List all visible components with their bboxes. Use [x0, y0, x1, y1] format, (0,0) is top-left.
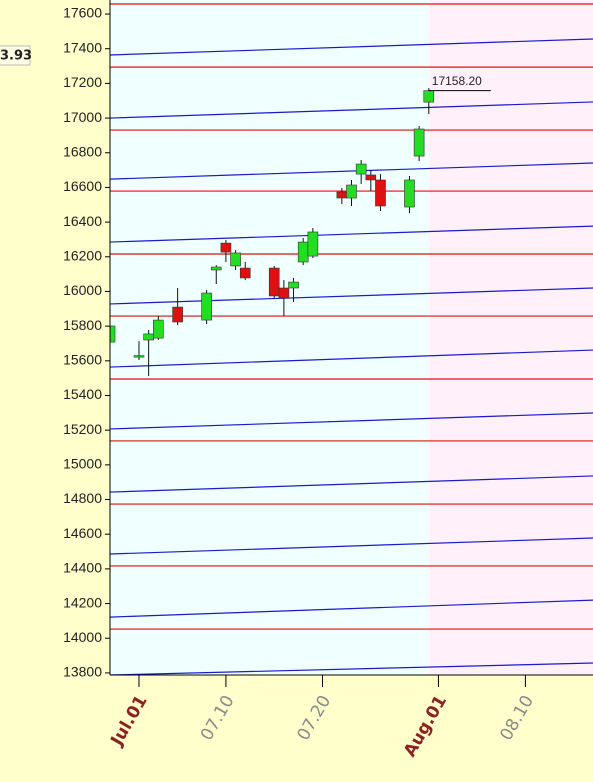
x-tick-label: Aug.01	[400, 692, 451, 760]
y-tick-label: 14200	[63, 594, 102, 610]
plot	[110, 3, 593, 675]
candle-body	[239, 267, 251, 279]
y-tick-label: 14600	[63, 525, 102, 541]
future-area	[428, 0, 593, 675]
candle-body	[110, 325, 116, 343]
candle-body	[133, 355, 145, 358]
y-tick-label: 15600	[63, 352, 102, 368]
candle-body	[220, 242, 232, 253]
last-price-label: 17158.20	[432, 74, 482, 88]
y-tick-label: 17200	[63, 74, 102, 90]
blue-trend	[110, 225, 593, 243]
candle-body	[297, 241, 309, 263]
candle-body	[307, 231, 319, 257]
blue-trend	[110, 162, 593, 180]
candle-body	[201, 292, 212, 321]
blue-trend	[110, 662, 593, 675]
candle-body	[210, 266, 222, 271]
candle-body	[268, 267, 280, 297]
y-tick-label: 17600	[63, 5, 102, 21]
blue-trend	[110, 349, 593, 368]
y-tick-label: 13800	[63, 664, 102, 680]
candle-body	[153, 319, 164, 339]
y-tick-label: 15000	[63, 456, 102, 472]
candle-body	[375, 179, 386, 207]
y-tick-label: 14000	[63, 629, 102, 645]
y-tick-label: 17400	[63, 39, 102, 55]
candle-body	[288, 281, 299, 289]
blue-trend	[110, 475, 593, 493]
candle-body	[346, 184, 357, 199]
y-tick-label: 14400	[63, 560, 102, 576]
y-tick-label: 16800	[63, 143, 102, 159]
candle-body	[404, 179, 415, 208]
x-tick-label: 07.10	[197, 692, 239, 744]
side-label: 3.93	[0, 49, 32, 64]
blue-trend	[110, 599, 593, 618]
candle-body	[143, 333, 154, 341]
y-tick-label: 17000	[63, 109, 102, 125]
candle-body	[230, 252, 241, 267]
candle-body	[278, 287, 290, 299]
y-tick-label: 15200	[63, 421, 102, 437]
blue-trend	[110, 38, 593, 56]
y-tick-label: 16400	[63, 213, 102, 229]
x-tick-label: 08.10	[496, 692, 538, 744]
y-tick-label: 16000	[63, 282, 102, 298]
candle-body	[423, 90, 435, 103]
candle-body	[413, 128, 425, 157]
y-tick-label: 15800	[63, 317, 102, 333]
x-tick-label: Jul.01	[107, 692, 152, 750]
x-tick-label: 07.20	[294, 692, 336, 744]
candle-body	[365, 174, 377, 181]
candle-body	[336, 191, 348, 199]
y-tick-label: 16200	[63, 247, 102, 263]
blue-trend	[110, 287, 593, 305]
blue-trend	[110, 412, 593, 430]
y-tick-label: 16600	[63, 178, 102, 194]
side-label-box	[0, 45, 31, 66]
y-tick-label: 15400	[63, 386, 102, 402]
y-tick-label: 14800	[63, 490, 102, 506]
candle-body	[172, 306, 183, 323]
candle-body	[355, 163, 367, 175]
blue-trend	[110, 537, 593, 555]
blue-trend	[110, 101, 593, 119]
